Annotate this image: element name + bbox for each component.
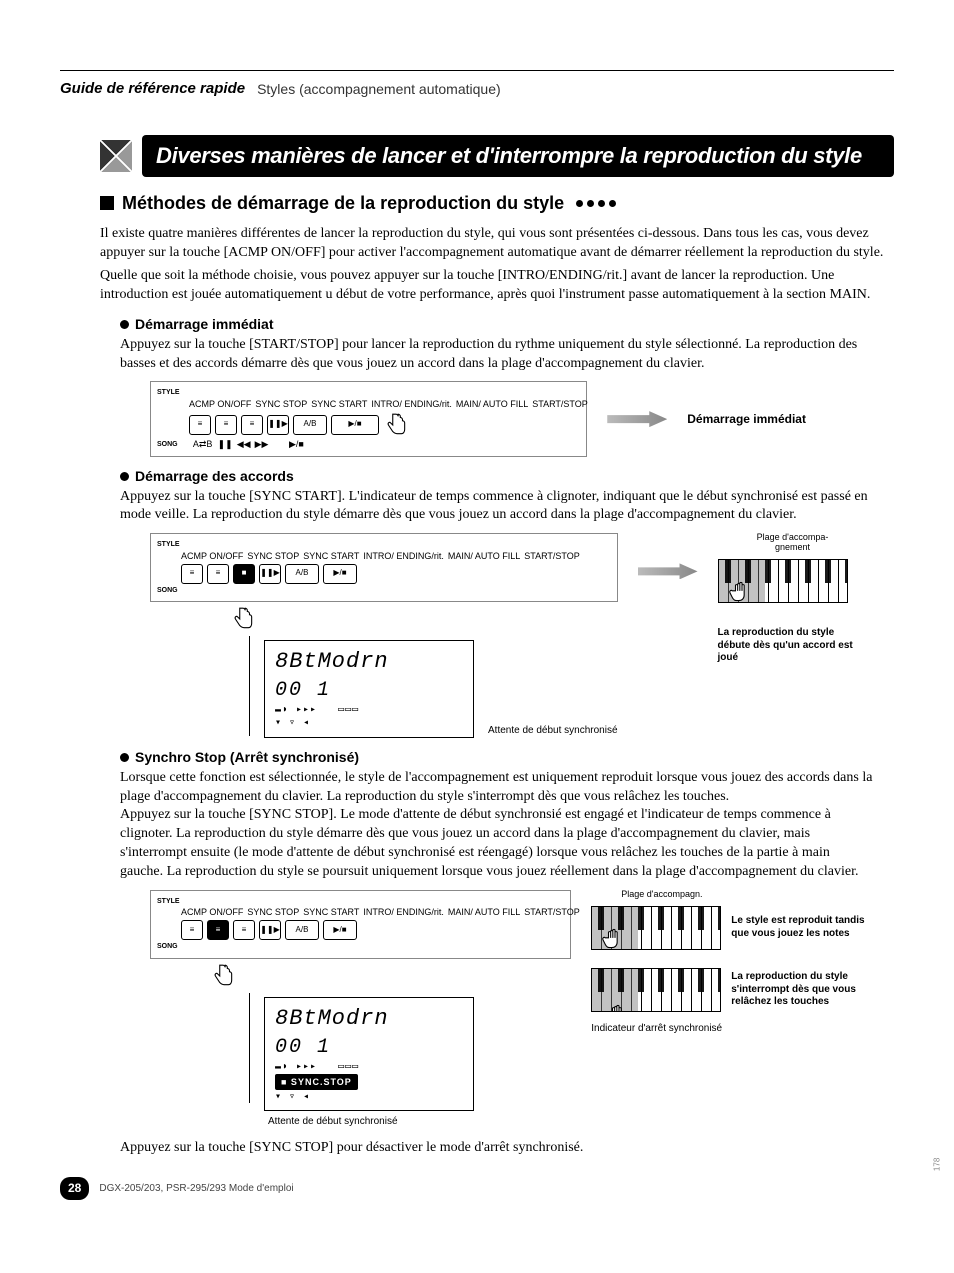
page-header: Guide de référence rapide Styles (accomp… [60,79,894,99]
lcd-style-name: 8BtModrn [275,647,463,677]
keyboard-diagram-released [591,968,721,1012]
hand-on-keys-icon [729,580,755,603]
syncstop-body: Lorsque cette fonction est sélectionnée,… [120,769,874,882]
keyboard-diagram [718,559,848,603]
intro-p2: Quelle que soit la méthode choisie, vous… [100,267,884,305]
panel-song-label: SONG [157,440,178,449]
hand-pointer-icon [383,412,409,438]
syncstop-button-active[interactable]: ≡ [207,920,229,940]
immediate-body: Appuyez sur la touche [START/STOP] pour … [120,336,874,374]
syncstop-closing: Appuyez sur la touche [SYNC STOP] pour d… [120,1139,874,1158]
chord-body: Appuyez sur la touche [SYNC START]. L'in… [120,488,874,526]
sync-wait-note: Attente de début synchronisé [488,724,618,738]
hand-pointer-icon [210,963,236,989]
title-banner: Diverses manières de lancer et d'interro… [100,135,894,177]
section-name: Styles (accompagnement automatique) [257,80,501,99]
intro-block: Il existe quatre manières différentes de… [100,225,884,305]
lcd-style-number: 00 1 [275,1034,463,1061]
hand-pointer-icon [230,606,256,632]
page-footer: 28 DGX-205/203, PSR-295/293 Mode d'emplo… [60,1177,894,1199]
section-heading: Méthodes de démarrage de la reproduction… [100,191,894,215]
syncstop-side2: La reproduction du style s'interrompt dè… [731,971,881,1009]
arrow-icon [607,411,667,427]
syncstop-p2: Appuyez sur la touche [SYNC STOP]. Le mo… [120,806,874,882]
subheading-syncstop-text: Synchro Stop (Arrêt synchronisé) [135,748,359,767]
trailing-dots-icon [576,200,616,207]
subheading-syncstop: Synchro Stop (Arrêt synchronisé) [120,748,894,767]
figure-syncstop: STYLE ACMP ON/OFF SYNC STOP SYNC START I… [150,890,894,1128]
syncstop-side1: Le style est reproduit tandis que vous j… [731,915,881,940]
banner-text: Diverses manières de lancer et d'interro… [142,135,894,177]
side-page-number: 178 [932,1158,943,1171]
syncstop-badge: ■ SYNC.STOP [275,1074,358,1090]
range-label: Plage d'accompa- gnement [718,533,868,553]
syncstop-button[interactable]: ≡ [215,415,237,435]
section-heading-text: Méthodes de démarrage de la reproduction… [122,191,564,215]
subheading-immediate-text: Démarrage immédiat [135,315,274,334]
start-stop-button[interactable]: ▶/■ [331,415,379,435]
lcd-beat-icons: ▬◗ ▸▸▸ ▭▭▭▾ ▿ ◂ [275,704,463,731]
page-number: 28 [60,1177,89,1199]
lcd-display: 8BtModrn 00 1 ▬◗ ▸▸▸ ▭▭▭ ■ SYNC.STOP▾ ▿ … [264,997,474,1111]
keyboard-diagram-playing [591,906,721,950]
syncstart-button-active[interactable]: ■ [233,564,255,584]
lcd-display: 8BtModrn 00 1 ▬◗ ▸▸▸ ▭▭▭▾ ▿ ◂ [264,640,474,738]
chord-side-note: La reproduction du style débute dès qu'u… [718,627,868,665]
hand-off-keys-icon [606,1003,632,1012]
syncstart-button[interactable]: ≡ [241,415,263,435]
arrow-icon [638,563,698,579]
intro-button[interactable]: ❚❚▶ [267,415,289,435]
control-panel: STYLE ACMP ON/OFF SYNC STOP SYNC START I… [150,890,571,959]
subheading-chord: Démarrage des accords [120,467,894,486]
chord-text: Appuyez sur la touche [SYNC START]. L'in… [120,488,874,526]
lcd-style-number: 00 1 [275,677,463,704]
range-label: Plage d'accompagn. [621,890,702,900]
subheading-immediate: Démarrage immédiat [120,315,894,334]
subheading-chord-text: Démarrage des accords [135,467,294,486]
indicator-note: Indicateur d'arrêt synchronisé [591,1022,722,1036]
sync-wait-note: Attente de début synchronisé [268,1115,474,1129]
control-panel: STYLE ACMP ON/OFF SYNC STOP SYNC START I… [150,381,587,456]
immediate-text: Appuyez sur la touche [START/STOP] pour … [120,336,874,374]
acmp-button[interactable]: ≡ [189,415,211,435]
intro-p1: Il existe quatre manières différentes de… [100,225,884,263]
top-rule [60,70,894,71]
banner-diamond-icon [100,140,132,172]
control-panel: STYLE ACMP ON/OFF SYNC STOP SYNC START I… [150,533,618,602]
syncstop-p1: Lorsque cette fonction est sélectionnée,… [120,769,874,807]
main-ab-button[interactable]: A/B [293,415,327,435]
square-bullet-icon [100,196,114,210]
guide-title: Guide de référence rapide [60,79,245,99]
lcd-style-name: 8BtModrn [275,1004,463,1034]
syncstop-closing-text: Appuyez sur la touche [SYNC STOP] pour d… [120,1139,874,1158]
figure-chord: STYLE ACMP ON/OFF SYNC STOP SYNC START I… [150,533,894,737]
panel-style-label: STYLE [157,388,180,397]
hand-on-keys-icon [602,927,628,950]
figure-immediate: STYLE ACMP ON/OFF SYNC STOP SYNC START I… [150,381,894,456]
immediate-side-label: Démarrage immédiat [687,411,806,427]
doc-ref: DGX-205/203, PSR-295/293 Mode d'emploi [99,1182,293,1196]
